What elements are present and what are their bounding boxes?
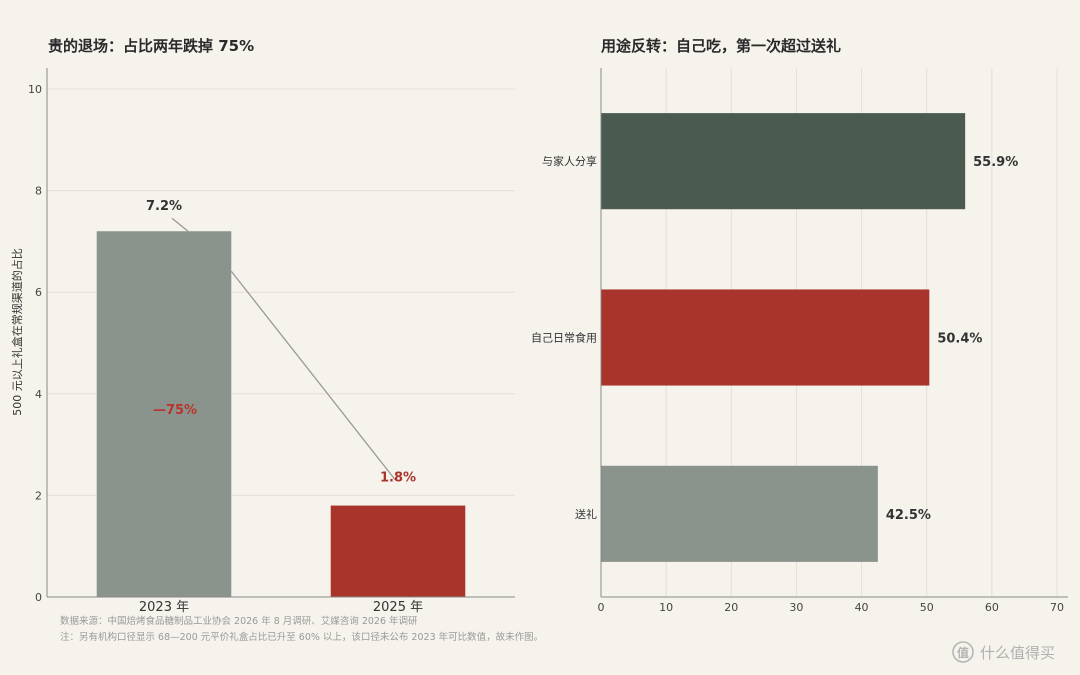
label-leader-line <box>171 217 189 232</box>
left-y-tick-label: 0 <box>35 591 42 604</box>
right-x-tick-label: 10 <box>659 601 673 614</box>
right-chart: 用途反转：自己吃，第一次超过送礼 0 10 20 30 40 50 60 70 与家人分享自己… <box>531 37 1068 614</box>
right-bar <box>601 289 930 386</box>
right-data-label: 50.4% <box>937 332 982 347</box>
right-bar <box>601 113 966 210</box>
change-annotation: —75% <box>153 403 197 418</box>
watermark-text: 什么值得买 <box>980 644 1055 662</box>
right-bars <box>601 113 966 562</box>
left-y-tick-label: 4 <box>35 388 42 401</box>
right-x-tick-label: 20 <box>724 601 738 614</box>
left-y-tick-label: 6 <box>35 286 42 299</box>
left-x-categories: 2023 年 2025 年 <box>139 600 423 615</box>
source-note: 数据来源：中国焙烤食品糖制品工业协会 2026 年 8 月调研、艾媒咨询 202… <box>60 615 418 627</box>
right-x-tick-label: 60 <box>985 601 999 614</box>
left-bar <box>96 231 232 598</box>
left-y-tick-label: 10 <box>28 83 42 96</box>
left-data-label: 1.8% <box>380 471 416 486</box>
watermark: 值 什么值得买 <box>952 641 1055 663</box>
left-data-labels: 7.2% 1.8% <box>146 199 416 485</box>
right-data-labels: 55.9% 50.4% 42.5% <box>886 155 1018 523</box>
left-y-tick-label: 8 <box>35 185 42 198</box>
left-x-category-label: 2025 年 <box>373 600 423 615</box>
left-bar <box>330 505 466 597</box>
right-x-tick-label: 50 <box>920 601 934 614</box>
left-chart-title: 贵的退场：占比两年跌掉 75% <box>48 37 254 55</box>
right-data-label: 42.5% <box>886 508 931 523</box>
svg-text:值: 值 <box>957 645 969 660</box>
left-y-tick-label: 2 <box>35 489 42 502</box>
left-y-axis-label: 500 元以上礼盒在常规渠道的占比 <box>10 248 24 416</box>
footnote: 注：另有机构口径显示 68—200 元平价礼盒占比已升至 60% 以上，该口径未… <box>60 631 543 643</box>
right-x-ticks: 0 10 20 30 40 50 60 70 <box>598 601 1065 614</box>
smzdm-logo-icon: 值 <box>952 641 974 663</box>
right-y-category-label: 自己日常食用 <box>531 331 597 345</box>
right-x-tick-label: 70 <box>1050 601 1064 614</box>
left-x-category-label: 2023 年 <box>139 600 189 615</box>
left-chart: 贵的退场：占比两年跌掉 75% 0 2 4 6 8 10 500 元以上礼盒在常规渠道的占… <box>10 37 515 615</box>
right-x-tick-label: 30 <box>789 601 803 614</box>
right-y-category-label: 送礼 <box>575 507 597 521</box>
right-bar <box>601 465 878 562</box>
right-chart-title: 用途反转：自己吃，第一次超过送礼 <box>601 37 841 55</box>
right-data-label: 55.9% <box>973 155 1018 170</box>
left-bars <box>96 231 466 598</box>
decline-connector-line <box>230 270 396 480</box>
right-y-category-label: 与家人分享 <box>542 154 597 168</box>
right-x-tick-label: 0 <box>598 601 605 614</box>
right-x-tick-label: 40 <box>855 601 869 614</box>
left-data-label: 7.2% <box>146 199 182 214</box>
left-y-ticks: 0 2 4 6 8 10 <box>28 83 42 604</box>
